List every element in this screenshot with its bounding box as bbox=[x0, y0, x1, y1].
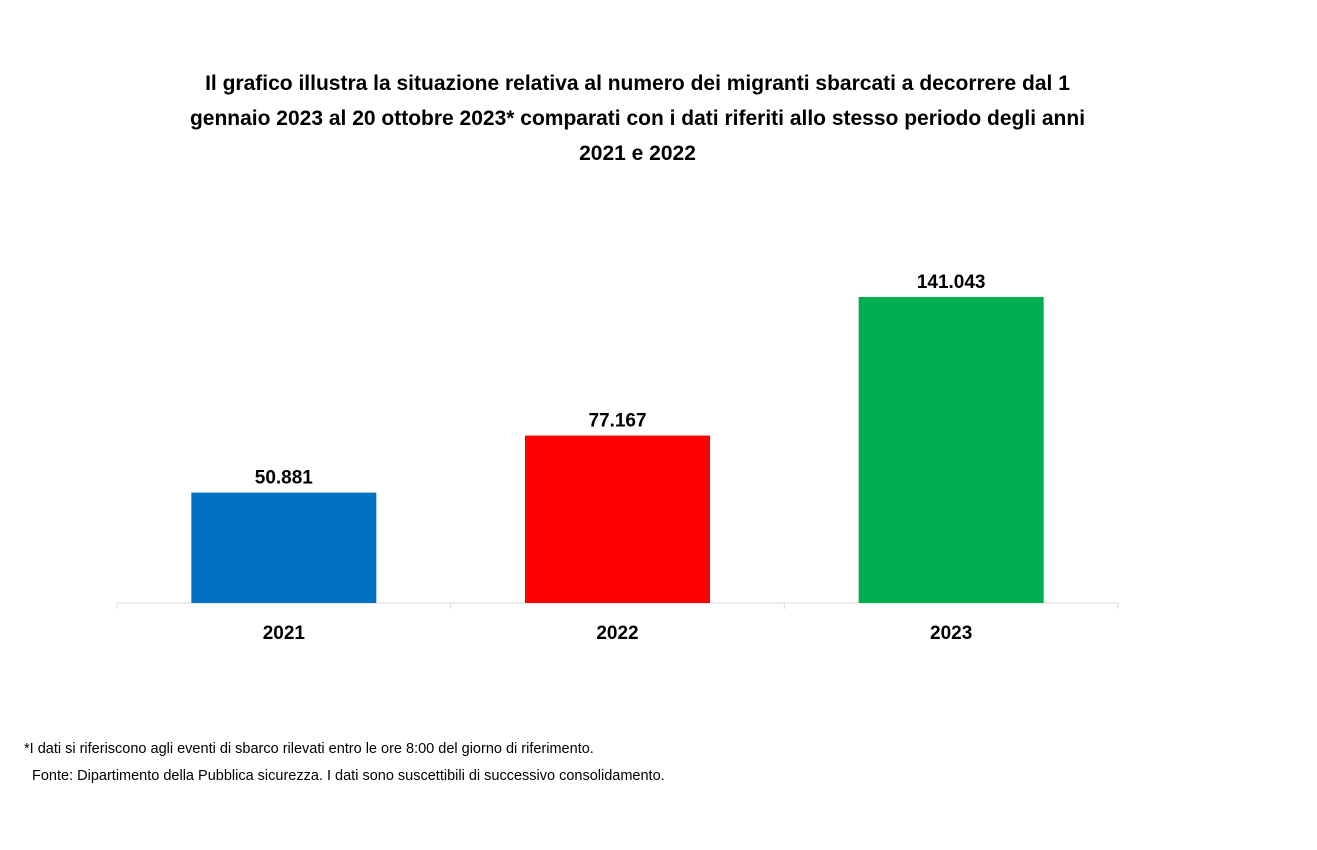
x-tick-label-2023: 2023 bbox=[930, 623, 972, 644]
data-label-2021: 50.881 bbox=[255, 468, 314, 489]
data-label-2023: 141.043 bbox=[917, 272, 986, 293]
bar-2021 bbox=[191, 492, 377, 603]
x-tick-label-2022: 2022 bbox=[596, 623, 638, 644]
chart-title: Il grafico illustra la situazione relati… bbox=[150, 66, 1125, 171]
x-tick-label-2021: 2021 bbox=[263, 623, 306, 644]
chart-title-line-1: Il grafico illustra la situazione relati… bbox=[205, 72, 1070, 95]
bar-2022 bbox=[525, 435, 710, 603]
bar-2023 bbox=[858, 297, 1044, 603]
footnote: *I dati si riferiscono agli eventi di sb… bbox=[24, 741, 594, 757]
data-label-2022: 77.167 bbox=[588, 411, 646, 432]
chart-title-line-3: 2021 e 2022 bbox=[579, 142, 696, 165]
chart-title-line-2: gennaio 2023 al 20 ottobre 2023* compara… bbox=[189, 107, 1086, 130]
source-note: Fonte: Dipartimento della Pubblica sicur… bbox=[32, 768, 665, 784]
